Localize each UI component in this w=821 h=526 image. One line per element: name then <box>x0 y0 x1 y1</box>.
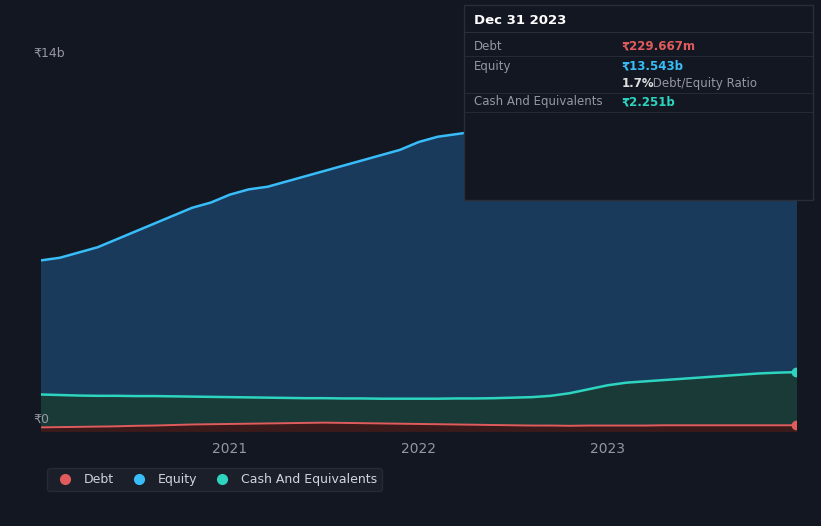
Text: ₹0: ₹0 <box>34 413 49 426</box>
Text: 1.7%: 1.7% <box>621 77 654 90</box>
Legend: Debt, Equity, Cash And Equivalents: Debt, Equity, Cash And Equivalents <box>48 468 382 491</box>
Text: ₹229.667m: ₹229.667m <box>621 40 695 53</box>
Text: ₹13.543b: ₹13.543b <box>621 60 684 73</box>
Text: ₹14b: ₹14b <box>34 46 65 59</box>
Text: ₹2.251b: ₹2.251b <box>621 95 675 108</box>
Text: Dec 31 2023: Dec 31 2023 <box>474 14 566 27</box>
Text: Cash And Equivalents: Cash And Equivalents <box>474 95 603 108</box>
Text: Debt/Equity Ratio: Debt/Equity Ratio <box>649 77 757 90</box>
Text: Equity: Equity <box>474 60 511 73</box>
Text: Debt: Debt <box>474 40 502 53</box>
